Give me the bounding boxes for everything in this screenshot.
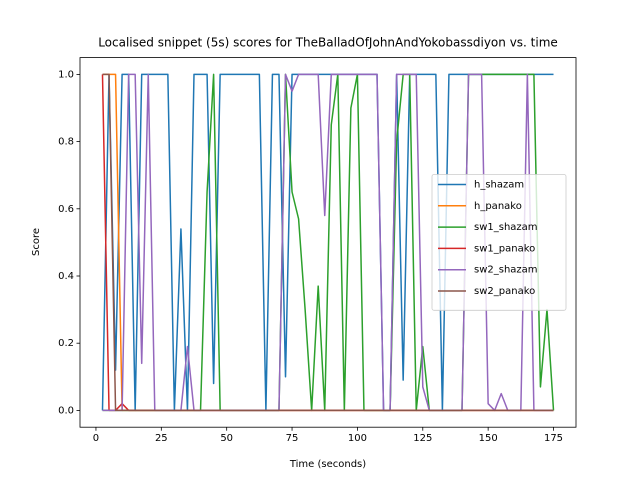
x-tick-label: 175: [544, 433, 563, 444]
legend-label: h_panako: [474, 201, 522, 212]
y-tick-label: 0.0: [58, 405, 74, 416]
x-tick-label: 50: [220, 433, 233, 444]
series-line: [102, 73, 554, 412]
y-axis-label: Score: [31, 228, 42, 256]
x-tick-label: 75: [286, 433, 299, 444]
x-axis-label: Time (seconds): [289, 459, 366, 470]
x-tick-label: 0: [93, 433, 99, 444]
legend-box: [431, 174, 567, 311]
x-tick-label: 25: [155, 433, 168, 444]
y-tick-label: 0.2: [58, 338, 74, 349]
x-tick-label: 100: [348, 433, 367, 444]
legend-label: h_shazam: [474, 180, 524, 191]
x-tick-label: 150: [479, 433, 498, 444]
chart-title: Localised snippet (5s) scores for TheBal…: [98, 36, 558, 50]
legend-label: sw2_shazam: [474, 265, 538, 276]
y-tick-label: 1.0: [58, 69, 74, 80]
legend-label: sw1_shazam: [474, 222, 538, 233]
legend-label: sw2_panako: [474, 286, 535, 297]
axes-frame: [79, 57, 577, 428]
x-tick-label: 125: [413, 433, 432, 444]
y-tick-label: 0.6: [58, 204, 74, 215]
legend-label: sw1_panako: [474, 243, 535, 254]
y-tick-label: 0.4: [58, 271, 74, 282]
y-tick-label: 0.8: [58, 137, 74, 148]
